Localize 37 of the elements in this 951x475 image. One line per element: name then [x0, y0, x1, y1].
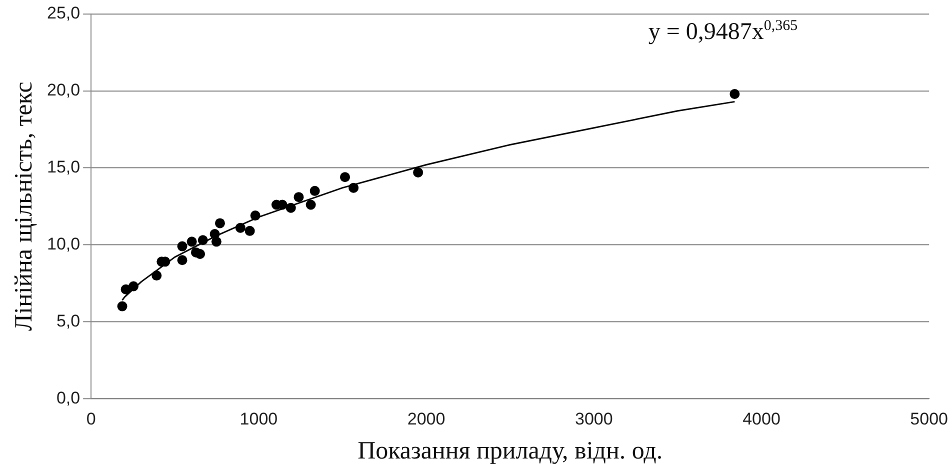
x-axis-title: Показання приладу, відн. од.	[358, 438, 663, 465]
point	[198, 235, 208, 246]
x-tick-label: 4000	[742, 409, 780, 428]
x-tick-label: 1000	[240, 409, 278, 428]
y-tick-label: 5,0	[56, 311, 80, 330]
point	[120, 284, 131, 294]
y-tick-label: 25,0	[46, 4, 80, 23]
y-axis-title: Лінійна щільність, текс	[10, 82, 38, 331]
point	[152, 270, 162, 281]
point	[306, 200, 316, 210]
y-tick-label: 20,0	[46, 80, 80, 100]
point	[186, 236, 197, 247]
point	[730, 88, 740, 99]
point	[413, 167, 424, 178]
point	[294, 192, 304, 202]
point	[286, 202, 296, 213]
point	[244, 226, 255, 236]
x-tick-label: 5000	[910, 409, 948, 428]
y-tick-label: 15,0	[46, 158, 80, 177]
point	[128, 281, 138, 292]
y-tick-label: 10,0	[46, 234, 80, 254]
point	[117, 301, 128, 312]
y-tick-label: 0,0	[56, 388, 80, 408]
point	[310, 186, 320, 196]
annotation: y = 0,9487x$^{0,365}$	[648, 18, 798, 46]
x-tick-label: 0	[86, 409, 96, 428]
x-tick-label: 2000	[407, 409, 446, 428]
point	[211, 236, 222, 247]
point	[348, 182, 359, 193]
point	[250, 210, 260, 221]
point	[177, 255, 188, 266]
x-tick-label: 3000	[574, 409, 613, 428]
point	[177, 241, 188, 252]
point	[214, 218, 225, 228]
point	[235, 222, 246, 233]
point	[195, 248, 206, 259]
point	[340, 172, 350, 182]
